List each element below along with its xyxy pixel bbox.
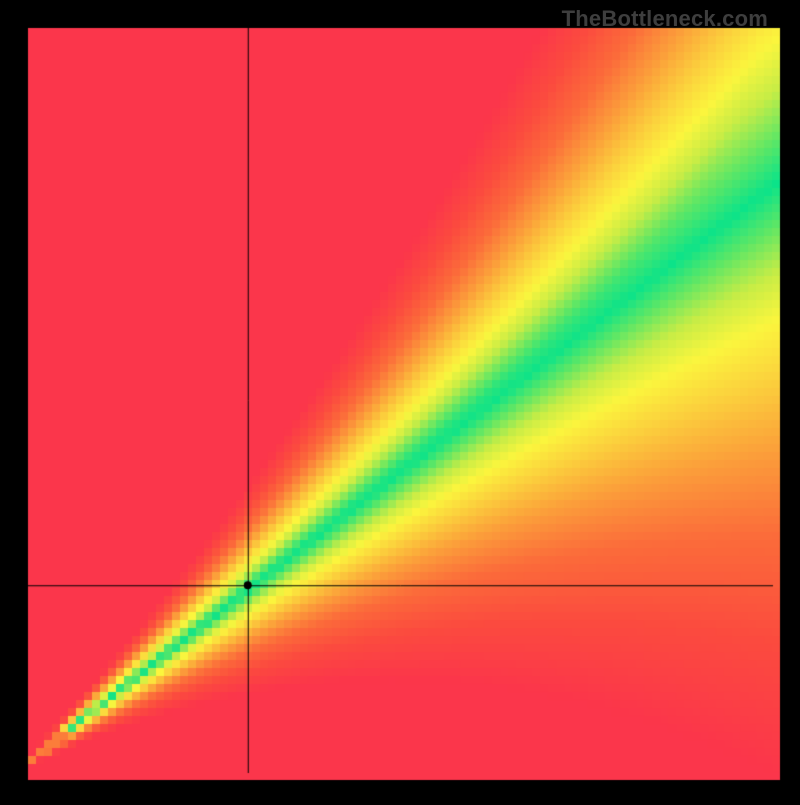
watermark-text: TheBottleneck.com (562, 6, 768, 32)
heatmap-container (0, 0, 800, 800)
bottleneck-heatmap (0, 0, 800, 800)
